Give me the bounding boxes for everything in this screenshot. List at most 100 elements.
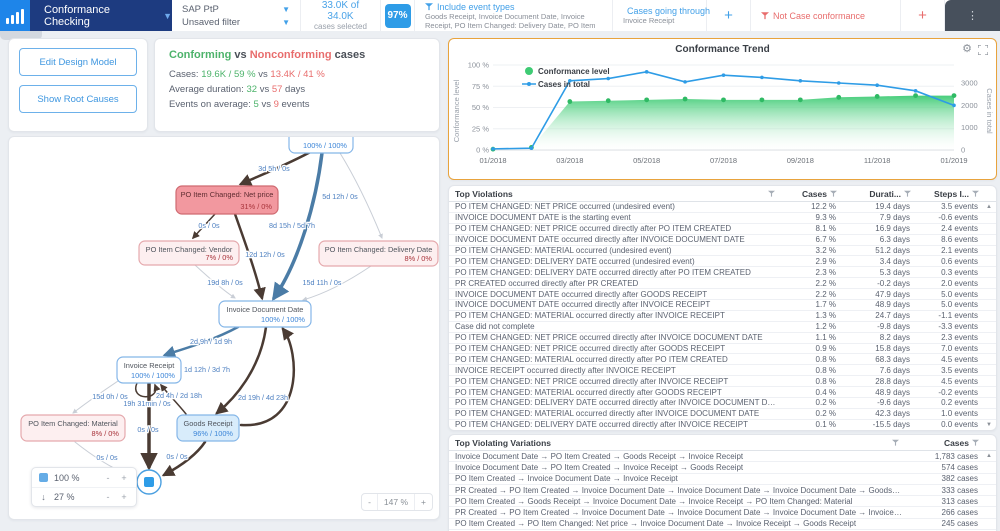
filter-chip-cases-going-through[interactable]: Cases going through Invoice Receipt (613, 0, 710, 31)
table-row[interactable]: PO ITEM CHANGED: DELIVERY DATE occurred … (449, 267, 996, 279)
data-model-selector[interactable]: SAP PtP ▼ (182, 3, 290, 15)
table-row[interactable]: PO ITEM CHANGED: NET PRICE occurred dire… (449, 344, 996, 355)
edge-vendor-idd[interactable] (194, 264, 236, 299)
column-filter-icon[interactable] (904, 190, 911, 197)
scrollbar[interactable]: ▲ (986, 453, 992, 460)
svg-text:100% / 100%: 100% / 100% (303, 141, 347, 150)
table-row[interactable]: PO ITEM CHANGED: NET PRICE occurred (und… (449, 202, 996, 213)
column-filter-icon[interactable] (892, 439, 899, 446)
column-filter-icon[interactable] (830, 190, 837, 197)
table-row[interactable]: INVOICE DOCUMENT DATE occurred directly … (449, 235, 996, 246)
edge-ir-material[interactable] (72, 378, 122, 414)
scrollbar[interactable]: ▲ (986, 203, 992, 210)
edge-goods-ir[interactable] (160, 383, 187, 415)
map-zoom-control: - 147 % + (361, 493, 433, 511)
row-value: 19.4 days (875, 202, 910, 212)
table-row[interactable]: PO ITEM CHANGED: DELIVERY DATE occurred … (449, 398, 996, 409)
table-row[interactable]: PO ITEM CHANGED: MATERIAL occurred direc… (449, 387, 996, 399)
table-row[interactable]: Invoice Document Date → PO Item Created … (449, 451, 996, 463)
edge-ir-ir[interactable] (134, 382, 161, 398)
table-row[interactable]: PO ITEM CHANGED: NET PRICE occurred dire… (449, 376, 996, 388)
process-map-canvas[interactable]: 3d 5h / 0s 5d 12h / 0s 8d 15h / 5d 7h 0s / … (9, 137, 439, 519)
add-filter-button[interactable]: + (707, 0, 751, 31)
svg-text:0: 0 (961, 146, 965, 155)
table-row[interactable]: PO ITEM CHANGED: MATERIAL occurred direc… (449, 409, 996, 420)
edge-po_created-idd[interactable] (272, 151, 324, 301)
table-row[interactable]: PR Created → PO Item Created → Invoice D… (449, 507, 996, 519)
table-row[interactable]: INVOICE RECEIPT occurred directly after … (449, 365, 996, 377)
table-row[interactable]: PO ITEM CHANGED: MATERIAL occurred direc… (449, 354, 996, 366)
edge-goods-idd[interactable] (239, 326, 296, 427)
gear-icon[interactable]: ⚙ (962, 43, 972, 55)
edge-idd-goods[interactable] (215, 325, 268, 415)
table-row[interactable]: PO Item Created → Invoice Document Date … (449, 474, 996, 485)
table-row[interactable]: PO ITEM CHANGED: MATERIAL occurred (unde… (449, 246, 996, 257)
activities-minus-button[interactable]: - (106, 472, 110, 483)
add-violation-filter-button[interactable]: + (901, 0, 945, 31)
edge-net_price-vendor[interactable] (191, 213, 216, 240)
activities-plus-button[interactable]: + (121, 472, 127, 483)
row-label: PO Item Created → Invoice Document Date … (455, 474, 678, 484)
node-process-end[interactable] (136, 469, 162, 495)
row-value: -0.2 days (877, 278, 910, 288)
violation-filter-chip[interactable]: Not Case conformance (751, 0, 901, 31)
filter-chip-detail: Goods Receipt, Invoice Document Date, In… (425, 11, 596, 30)
edge-goods-end[interactable] (161, 440, 207, 477)
svg-text:25 %: 25 % (472, 124, 489, 133)
edit-design-model-button[interactable]: Edit Design Model (19, 48, 137, 76)
table-row[interactable]: PO Item Created → PO Item Changed: Net p… (449, 519, 996, 531)
node-po_created[interactable]: PO Item Created100% / 100% (288, 137, 354, 154)
row-label: PO ITEM CHANGED: DELIVERY DATE occurred … (455, 398, 778, 408)
panel-collapse-tab[interactable] (0, 31, 42, 40)
edge-net_price-idd[interactable] (233, 212, 266, 301)
table-row[interactable]: Case did not complete 1.2 % -9.8 days -3.3 … (449, 322, 996, 333)
table-row[interactable]: PO ITEM CHANGED: NET PRICE occurred dire… (449, 333, 996, 344)
column-filter-icon[interactable] (972, 439, 979, 446)
column-header: Cases (778, 189, 840, 199)
table-row[interactable]: PR Created → PO Item Created → Invoice D… (449, 485, 996, 497)
table-row[interactable]: PO ITEM CHANGED: DELIVERY DATE occurred … (449, 420, 996, 430)
table-row[interactable]: Invoice Document Date → PO Item Created … (449, 462, 996, 474)
selection-percentage-badge[interactable]: 97% (384, 3, 411, 28)
kebab-menu-icon[interactable]: ⋮ (945, 0, 1000, 31)
edge-idd-ir[interactable] (162, 325, 240, 358)
show-root-causes-button[interactable]: Show Root Causes (19, 85, 137, 113)
table-row[interactable]: INVOICE DOCUMENT DATE is the starting ev… (449, 213, 996, 224)
table-row[interactable]: INVOICE DOCUMENT DATE occurred directly … (449, 289, 996, 301)
column-filter-icon[interactable] (768, 190, 775, 197)
row-value: -9.6 days (877, 398, 910, 408)
table-row[interactable]: PO ITEM CHANGED: NET PRICE occurred dire… (449, 224, 996, 235)
table-row[interactable]: PO ITEM CHANGED: DELIVERY DATE occurred … (449, 256, 996, 268)
svg-text:01/2018: 01/2018 (479, 156, 506, 165)
saved-filter-selector[interactable]: Unsaved filter ▼ (182, 16, 290, 28)
connections-minus-button[interactable]: - (106, 492, 110, 502)
table-row[interactable]: PR CREATED occurred directly after PR CR… (449, 278, 996, 290)
zoom-out-button[interactable]: - (362, 494, 378, 510)
table-row[interactable]: PO ITEM CHANGED: MATERIAL occurred direc… (449, 311, 996, 322)
edge-label: 15d 11h / 0s (302, 278, 341, 287)
edge-po_created-delivery[interactable] (339, 152, 383, 239)
zoom-in-button[interactable]: + (414, 494, 432, 510)
row-value: 24.7 days (875, 311, 910, 321)
table-row[interactable]: PO Item Created → Goods Receipt → Invoic… (449, 496, 996, 508)
conformance-trend-chart[interactable]: 0 % 25 % 50 % 75 % 100 % 0 1000 2000 3000 01/2018… (449, 55, 996, 173)
app-logo-icon[interactable] (0, 0, 30, 31)
node-net_price[interactable]: PO Item Changed: Net price 31% / 0% (175, 185, 279, 215)
fullscreen-icon[interactable] (978, 44, 988, 55)
app-switcher[interactable]: Conformance Checking ▼ (30, 0, 172, 31)
connections-plus-button[interactable]: + (121, 492, 127, 502)
row-label: INVOICE RECEIPT occurred directly after … (455, 365, 676, 375)
edge-label: 1d 12h / 3d 7h (184, 365, 230, 374)
edge-delivery-idd[interactable] (302, 265, 372, 302)
table-row[interactable]: INVOICE DOCUMENT DATE occurred directly … (449, 300, 996, 311)
column-filter-icon[interactable] (972, 190, 979, 197)
scrollbar[interactable]: ▼ (986, 421, 992, 428)
conformance-stats-panel: Conforming vs Nonconforming cases Cases:… (154, 38, 440, 132)
filter-chip-event-types[interactable]: Include event types Goods Receipt, Invoi… (415, 0, 613, 31)
